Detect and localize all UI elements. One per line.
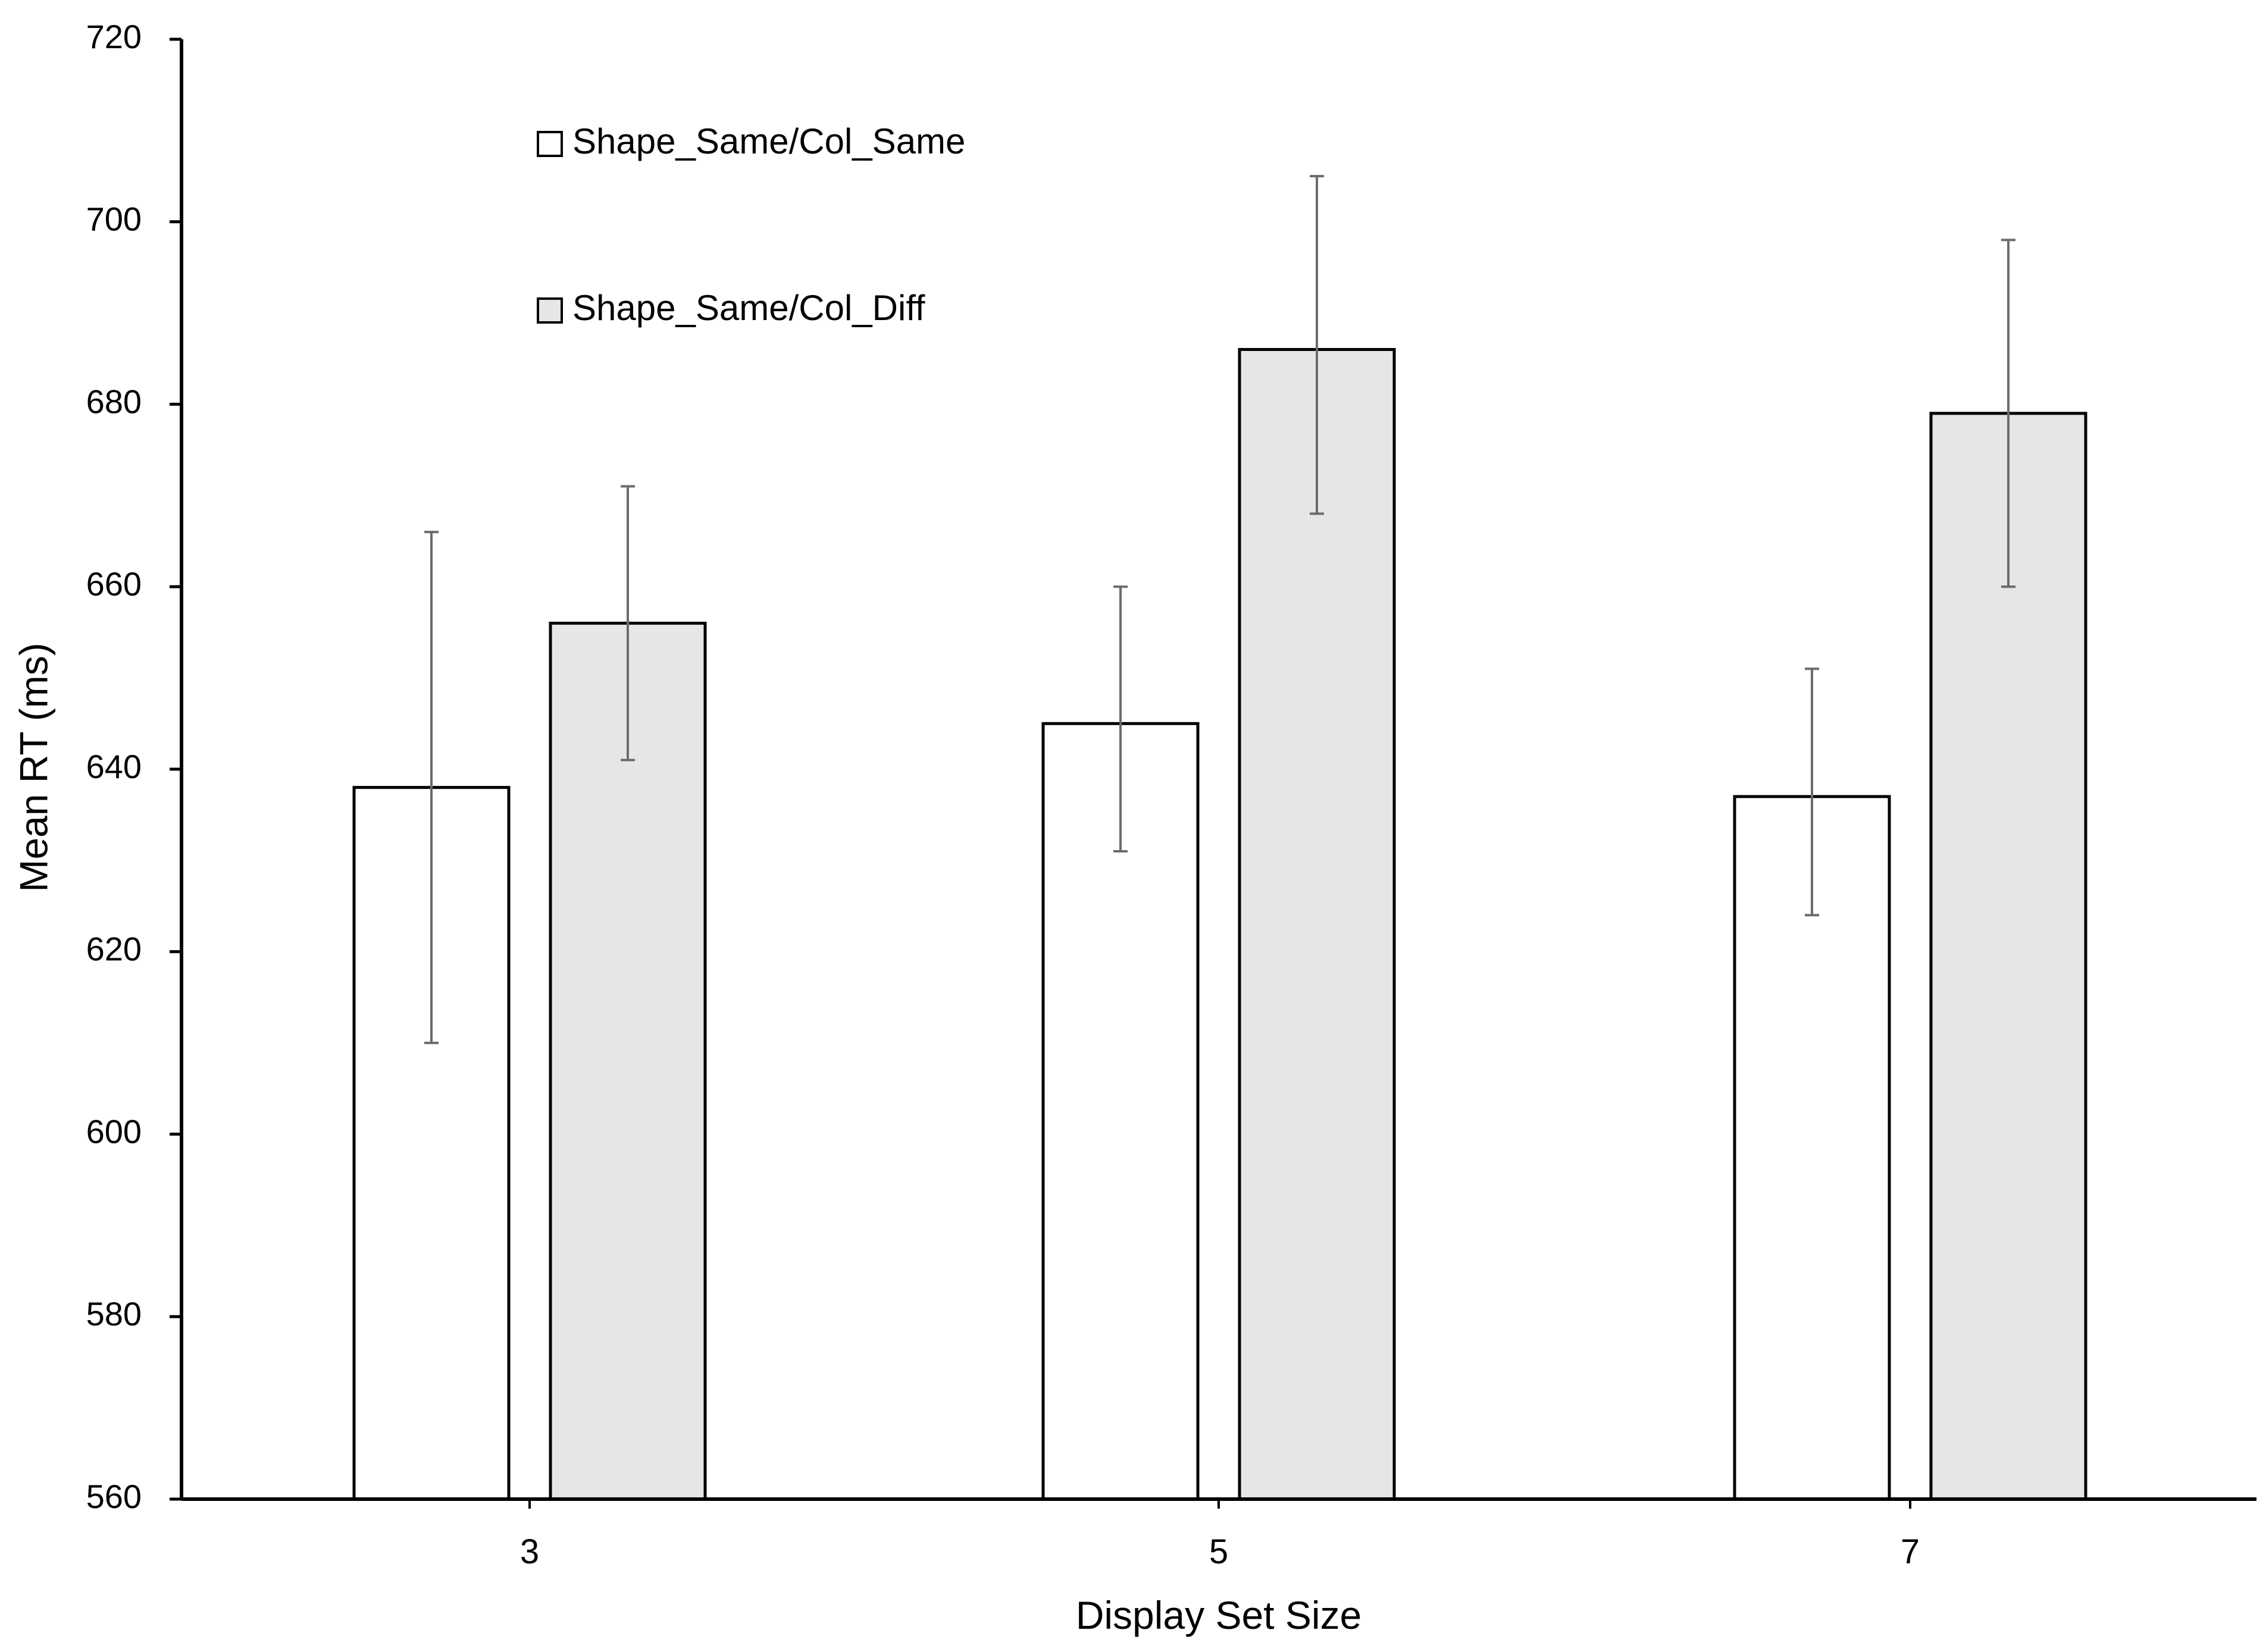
y-tick-label-700: 700 xyxy=(86,200,142,238)
legend: Shape_Same/Col_Same Shape_Same/Col_Diff xyxy=(537,121,965,328)
x-tick-label-3: 3 xyxy=(520,1532,539,1571)
legend-label-series-1: Shape_Same/Col_Same xyxy=(572,121,965,161)
legend-label-series-2: Shape_Same/Col_Diff xyxy=(572,288,925,328)
x-axis-title: Display Set Size xyxy=(1076,1593,1362,1637)
legend-item-series-2: Shape_Same/Col_Diff xyxy=(537,288,925,328)
y-tick-label-600: 600 xyxy=(86,1112,142,1150)
bars-layer xyxy=(352,347,2087,1501)
y-axis-title: Mean RT (ms) xyxy=(11,642,55,892)
error-bar-series2-cat-7 xyxy=(2001,239,2015,588)
y-tick-label-680: 680 xyxy=(86,383,142,420)
x-tick-label-5: 5 xyxy=(1209,1532,1228,1571)
legend-item-series-1: Shape_Same/Col_Same xyxy=(537,121,965,161)
error-bar-series2-cat-5 xyxy=(1310,175,1324,515)
y-tick-label-660: 660 xyxy=(86,565,142,603)
y-ticks-layer: 560 580 600 620 640 660 680 700 720 xyxy=(86,18,181,1515)
y-tick-label-720: 720 xyxy=(86,18,142,55)
bar-series2-cat-5 xyxy=(1238,347,1396,1501)
x-tick-label-7: 7 xyxy=(1901,1532,1920,1571)
y-tick-label-560: 560 xyxy=(86,1478,142,1515)
bar-series2-cat-3 xyxy=(549,622,707,1501)
error-bars-layer xyxy=(424,175,2015,1045)
y-tick-label-620: 620 xyxy=(86,930,142,968)
error-bar-series2-cat-3 xyxy=(621,485,635,761)
legend-swatch-series-1 xyxy=(537,131,563,157)
error-bar-series1-cat-7 xyxy=(1805,667,1819,917)
bar-series1-cat-5 xyxy=(1041,722,1200,1501)
legend-swatch-series-2 xyxy=(537,297,563,324)
y-tick-label-580: 580 xyxy=(86,1295,142,1333)
x-ticks-layer: 3 5 7 xyxy=(520,1499,1920,1571)
error-bar-series1-cat-3 xyxy=(424,531,439,1045)
bar-series2-cat-7 xyxy=(1929,412,2087,1501)
y-tick-label-640: 640 xyxy=(86,748,142,785)
error-bar-series1-cat-5 xyxy=(1113,585,1128,853)
